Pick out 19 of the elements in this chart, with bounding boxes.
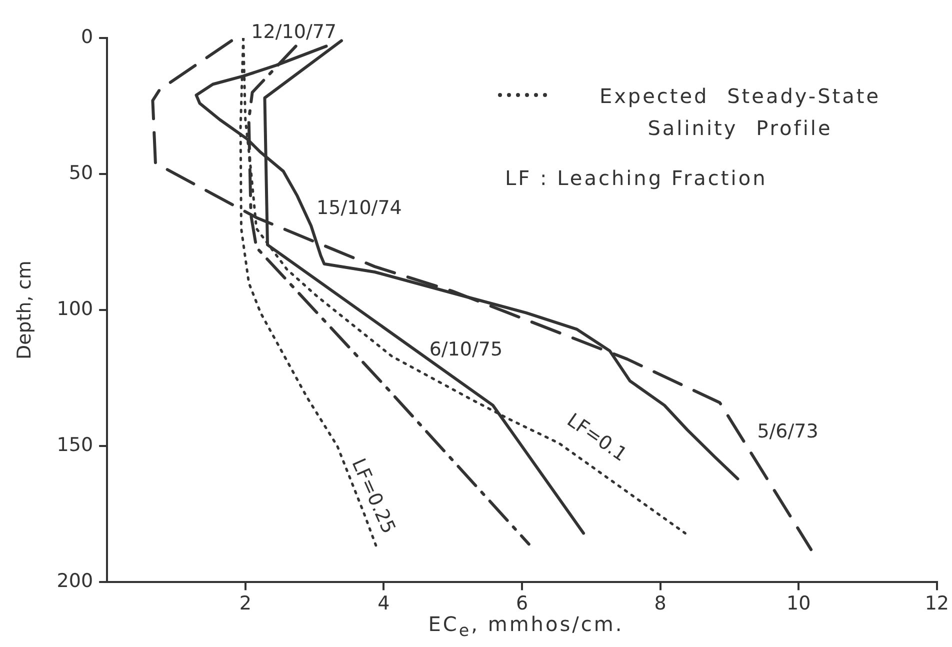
series-label: 6/10/75 (429, 338, 503, 360)
series-label: 5/6/73 (757, 420, 818, 443)
x-tick-label: 8 (654, 592, 666, 615)
x-tick-label: 12 (924, 592, 950, 615)
series-label: 12/10/77 (251, 21, 337, 44)
x-tick-label: 2 (239, 592, 252, 615)
y-tick-label: 100 (56, 298, 94, 320)
series-label: 15/10/74 (316, 196, 402, 219)
x-axis-title: EC$_{e}$, mmhos/cm. (428, 612, 624, 640)
annotation: Expected Steady-State Salinity Profile (598, 83, 882, 142)
y-tick-label: 50 (68, 162, 94, 184)
x-tick-label: 6 (516, 592, 528, 615)
y-tick-label: 200 (56, 570, 94, 592)
x-tick-label: 4 (378, 592, 390, 615)
y-tick-label: 150 (56, 434, 94, 456)
x-tick-label: 10 (786, 592, 811, 615)
y-tick-label: 0 (80, 26, 94, 48)
y-axis-title: Depth, cm (13, 260, 36, 360)
annotation: LF : Leaching Fraction (505, 165, 768, 192)
